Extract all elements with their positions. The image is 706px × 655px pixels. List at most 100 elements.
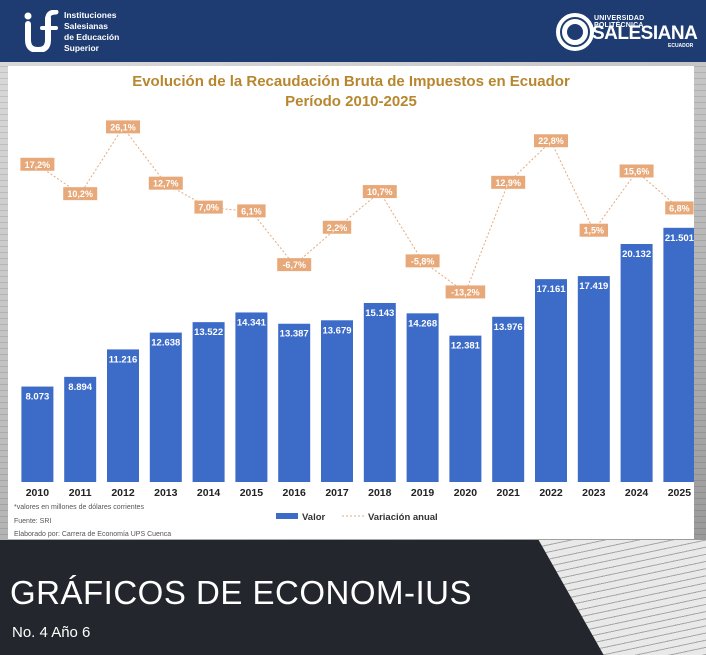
university-logo: UNIVERSIDAD POLITÉCNICA SALESIANA ECUADO…	[556, 11, 698, 51]
bar-value-label: 8.073	[26, 392, 50, 403]
bar-value-label: 14.341	[237, 317, 267, 328]
bar-value-label: 8.894	[68, 382, 92, 393]
institution-line: de Educación	[64, 32, 120, 42]
variation-label: 26,1%	[110, 122, 136, 132]
header-bar: Instituciones Salesianas de Educación Su…	[0, 0, 706, 62]
legend-swatch-valor	[276, 513, 298, 519]
variation-label-box	[619, 164, 654, 178]
institution-logo-icon	[24, 10, 59, 52]
bar	[535, 279, 567, 482]
bar-value-label: 12.381	[451, 341, 481, 352]
variation-label: -6,7%	[282, 260, 306, 270]
bar-value-label: 11.216	[109, 354, 138, 365]
tax-revenue-chart: 8.073 2010 8.894 2011 11.216 2012 12.638 2013 13…	[14, 120, 694, 538]
variation-label-box	[405, 254, 440, 268]
x-tick-label: 2020	[454, 487, 478, 499]
bar-value-label: 21.501	[665, 233, 694, 244]
variation-label: 12,9%	[495, 178, 521, 188]
variation-label-box	[579, 223, 608, 237]
variation-label: 7,0%	[198, 203, 219, 213]
variation-label: 1,5%	[584, 226, 605, 236]
institution-name: Instituciones Salesianas de Educación Su…	[64, 10, 119, 54]
variation-line	[37, 126, 680, 294]
bar-value-label: 17.419	[579, 281, 608, 292]
bar	[64, 376, 97, 482]
variation-label-box	[362, 185, 397, 199]
bar-value-label: 17.161	[536, 284, 566, 295]
variation-label: -13,2%	[451, 287, 480, 297]
variation-label-box	[106, 120, 140, 134]
bar-value-label: 15.143	[365, 308, 394, 319]
bar	[577, 276, 610, 482]
variation-label: 6,8%	[669, 203, 690, 213]
bar	[620, 243, 653, 482]
x-tick-label: 2016	[283, 487, 307, 499]
university-big-name: SALESIANA	[592, 23, 698, 44]
variation-label: 22,8%	[538, 136, 564, 146]
bar	[192, 322, 225, 482]
variation-label: 12,7%	[153, 179, 179, 189]
variation-label-box	[491, 175, 526, 189]
variation-label-box	[322, 220, 352, 234]
variation-label: 17,2%	[25, 160, 51, 170]
x-tick-label: 2017	[325, 487, 349, 499]
university-seal-icon	[556, 13, 594, 51]
bar-value-label: 12.638	[151, 338, 180, 349]
variation-label: 6,1%	[241, 206, 262, 216]
variation-label: 15,6%	[624, 166, 650, 176]
x-tick-label: 2011	[69, 487, 92, 499]
x-tick-label: 2019	[411, 487, 435, 499]
bar-value-label: 14.268	[408, 318, 437, 329]
bar	[406, 313, 439, 482]
bar	[663, 227, 694, 482]
legend-label-valor: Valor	[302, 512, 326, 523]
chart-note: *valores en millones de dólares corrient…	[14, 504, 144, 511]
variation-label-box	[63, 187, 98, 201]
bar-value-label: 13.522	[194, 327, 223, 338]
variation-label-box	[148, 176, 183, 190]
variation-label-box	[194, 200, 223, 214]
chart-card: Evolución de la Recaudación Bruta de Imp…	[8, 66, 694, 539]
bar-value-label: 13.387	[280, 329, 309, 340]
variation-label-box	[665, 201, 694, 215]
variation-label-box	[277, 258, 312, 272]
x-tick-label: 2024	[625, 487, 649, 499]
x-tick-label: 2023	[582, 487, 606, 499]
bar-value-label: 13.679	[322, 325, 351, 336]
legend-label-variacion: Variación anual	[368, 512, 438, 523]
institution-line: Instituciones	[64, 10, 117, 20]
x-tick-label: 2022	[539, 487, 563, 499]
variation-label-box	[20, 157, 55, 171]
bar	[149, 332, 182, 482]
variation-label: 2,2%	[327, 223, 348, 233]
chart-source: Fuente: SRI	[14, 518, 51, 525]
bar	[235, 312, 268, 482]
variation-label: 10,7%	[367, 187, 393, 197]
x-tick-label: 2014	[197, 487, 221, 499]
bar	[363, 302, 396, 482]
variation-label-box	[445, 285, 486, 299]
bar	[21, 386, 54, 482]
institution-line: Superior	[64, 43, 99, 53]
institution-line: Salesianas	[64, 21, 108, 31]
variation-label-box	[534, 134, 568, 148]
variation-label: -5,8%	[411, 256, 435, 266]
chart-credit: Elaborado por: Carrera de Economía UPS C…	[14, 531, 171, 538]
x-tick-label: 2018	[368, 487, 392, 499]
variation-label-box	[237, 204, 266, 218]
x-tick-label: 2012	[111, 487, 135, 499]
bar	[107, 349, 139, 482]
x-tick-label: 2025	[668, 487, 692, 499]
bar-value-label: 13.976	[494, 322, 523, 333]
x-tick-label: 2013	[154, 487, 178, 499]
university-country: ECUADOR	[668, 43, 694, 49]
chart-subtitle: Período 2010-2025	[285, 93, 417, 110]
publication-issue: No. 4 Año 6	[12, 624, 91, 641]
university-small-name: UNIVERSIDAD POLITÉCNICA	[594, 15, 645, 29]
chart-title-block: Evolución de la Recaudación Bruta de Imp…	[8, 72, 694, 112]
bar-value-label: 20.132	[622, 249, 651, 260]
publication-title: GRÁFICOS DE ECONOM-IUS	[10, 574, 473, 611]
x-tick-label: 2010	[26, 487, 50, 499]
variation-label: 10,2%	[67, 189, 93, 199]
bar	[321, 320, 353, 482]
